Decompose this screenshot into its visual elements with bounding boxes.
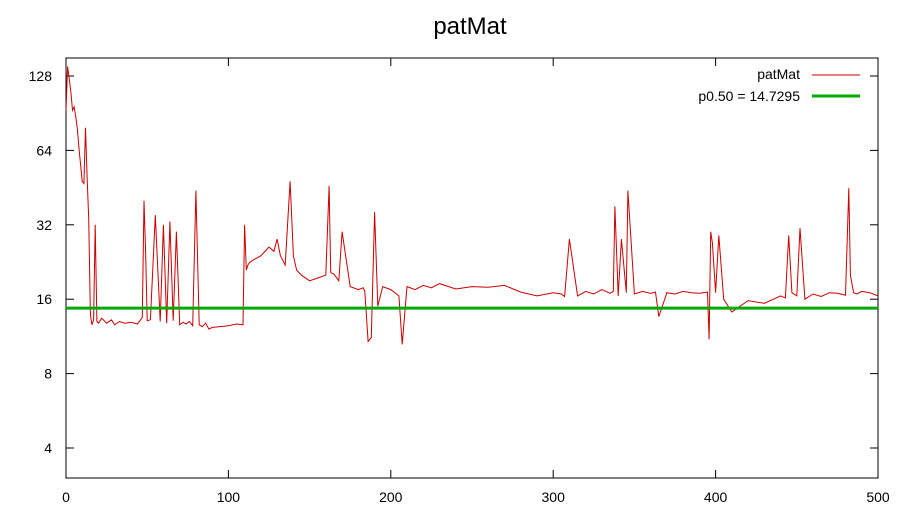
y-tick-label: 32 <box>36 217 52 233</box>
y-tick-label: 4 <box>44 440 52 456</box>
y-tick-label: 16 <box>36 291 52 307</box>
x-tick-label: 200 <box>379 489 403 505</box>
x-axis: 0 100 200 300 400 500 <box>62 58 890 505</box>
y-tick-label: 128 <box>29 68 53 84</box>
x-tick-label: 0 <box>62 489 70 505</box>
x-tick-label: 400 <box>704 489 728 505</box>
series-line-patmat <box>65 66 879 345</box>
y-axis: 4 8 16 32 64 128 <box>29 68 878 456</box>
legend-label-median: p0.50 = 14.7295 <box>698 88 800 104</box>
legend: patMat p0.50 = 14.7295 <box>698 66 860 104</box>
x-tick-label: 500 <box>866 489 890 505</box>
x-tick-label: 100 <box>217 489 241 505</box>
plot-frame <box>65 57 879 479</box>
y-tick-label: 64 <box>36 142 52 158</box>
x-tick-label: 300 <box>542 489 566 505</box>
chart-title: patMat <box>433 13 507 40</box>
y-tick-label: 8 <box>44 366 52 382</box>
legend-label-patmat: patMat <box>757 66 800 82</box>
